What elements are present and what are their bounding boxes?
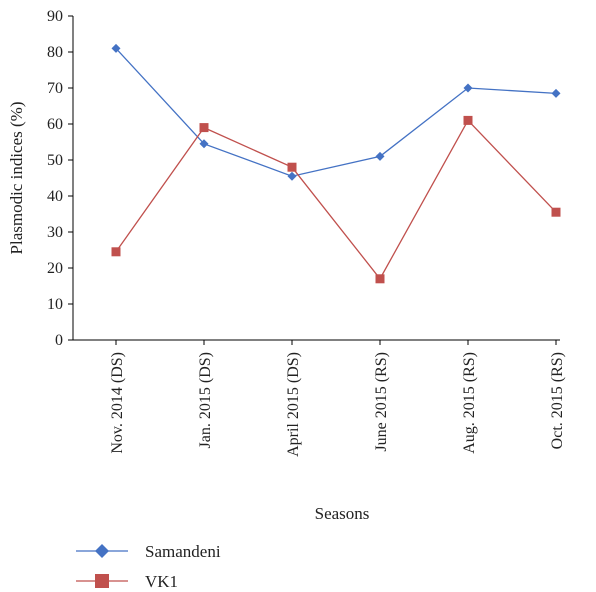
x-tick-label: April 2015 (DS) <box>285 352 302 457</box>
y-tick-label: 10 <box>47 296 63 313</box>
x-axis-title: Seasons <box>315 504 370 523</box>
y-tick-label: 0 <box>55 332 63 349</box>
data-point-vk1 <box>287 162 297 172</box>
y-axis-title: Plasmodic indices (%) <box>7 102 26 255</box>
data-point-vk1 <box>463 115 473 125</box>
legend-marker-samandeni <box>95 544 109 558</box>
y-tick-label: 30 <box>47 224 63 241</box>
series-line-vk1 <box>115 119 557 280</box>
series-line-samandeni <box>115 47 557 177</box>
data-point-samandeni <box>287 171 297 181</box>
series-layer <box>111 43 561 284</box>
y-axis: 0 10 20 30 40 50 60 70 80 90 <box>47 8 74 349</box>
x-tick-label: Nov. 2014 (DS) <box>109 352 126 454</box>
y-tick-label: 20 <box>47 260 63 277</box>
x-axis: Nov. 2014 (DS) Jan. 2015 (DS) April 2015 (… <box>73 339 566 457</box>
legend-marker-vk1 <box>95 574 109 588</box>
y-tick-label: 60 <box>47 116 63 133</box>
data-point-samandeni <box>111 43 121 53</box>
x-tick-label: Jan. 2015 (DS) <box>197 352 214 448</box>
legend: Samandeni VK1 <box>76 542 221 591</box>
data-point-vk1 <box>375 274 385 284</box>
data-point-vk1 <box>111 247 121 257</box>
x-tick-label: Oct. 2015 (RS) <box>549 352 566 449</box>
y-tick-label: 90 <box>47 8 63 25</box>
legend-label-vk1: VK1 <box>145 572 178 591</box>
y-tick-label: 40 <box>47 188 63 205</box>
y-tick-label: 80 <box>47 44 63 61</box>
y-tick-label: 50 <box>47 152 63 169</box>
data-point-vk1 <box>551 207 561 217</box>
x-tick-label: Aug. 2015 (RS) <box>461 352 478 454</box>
legend-label-samandeni: Samandeni <box>145 542 221 561</box>
data-point-samandeni <box>199 139 209 149</box>
data-point-samandeni <box>463 83 473 93</box>
data-point-samandeni <box>375 151 385 161</box>
x-tick-label: June 2015 (RS) <box>373 352 390 452</box>
y-tick-label: 70 <box>47 80 63 97</box>
data-point-samandeni <box>551 88 561 98</box>
data-point-vk1 <box>199 123 209 133</box>
